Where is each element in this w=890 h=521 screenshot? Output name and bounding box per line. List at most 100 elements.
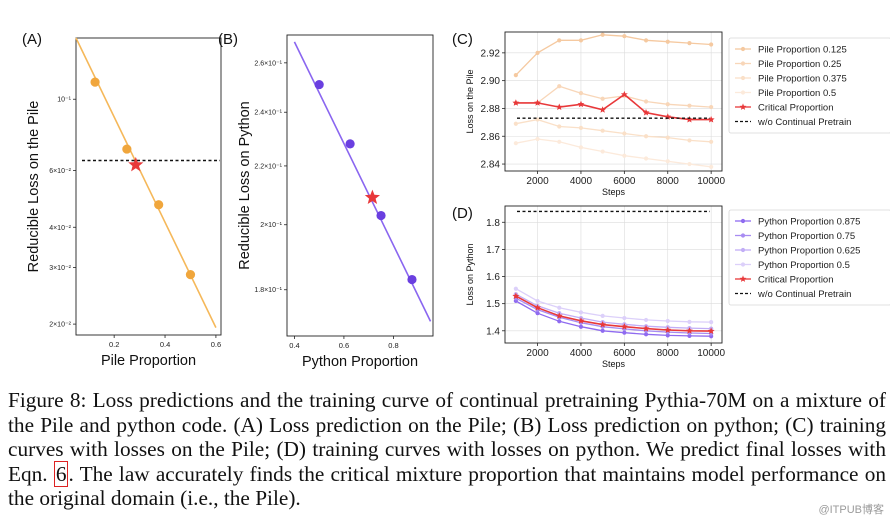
series-marker: [622, 153, 627, 158]
x-tick-label: 2000: [526, 348, 549, 359]
series-marker: [535, 311, 540, 316]
series-marker: [687, 333, 692, 339]
y-axis-label: Loss on the Pile: [465, 69, 475, 133]
series-marker: [622, 315, 627, 321]
y-tick-label: 4×10⁻²: [49, 225, 71, 232]
series-line: [515, 288, 712, 323]
critical-point-star: [364, 189, 380, 204]
panel-label: (A): [22, 31, 42, 48]
series-marker: [535, 50, 540, 55]
y-tick-label: 2.4×10⁻¹: [254, 110, 282, 117]
series-marker: [600, 328, 605, 333]
series-line: [515, 93, 712, 121]
series-marker: [643, 134, 649, 139]
series-marker: [535, 298, 540, 304]
caption-text: Figure 8: Loss predictions and the train…: [8, 388, 886, 486]
series-marker: [622, 330, 627, 335]
series-marker: [665, 333, 670, 338]
series-marker: [622, 131, 627, 136]
series-marker: [534, 99, 541, 106]
x-axis-label: Pile Proportion: [101, 353, 196, 369]
panel-label: (B): [218, 31, 238, 48]
series-marker: [643, 99, 649, 104]
panel-label: (D): [452, 205, 473, 222]
series-marker: [687, 41, 692, 46]
y-tick-label: 2.86: [481, 132, 501, 143]
figure-8: (A) 10⁻¹ 6×10⁻² 4×10⁻² 3×10⁻² 2×10⁻² 0.2 0.4 0.6…: [22, 31, 890, 370]
series-marker: [577, 100, 585, 108]
plot-frame: [286, 34, 434, 337]
series-marker: [665, 318, 670, 324]
series-line: [515, 138, 712, 168]
y-tick-label: 6×10⁻²: [49, 168, 71, 175]
series-marker: [577, 317, 585, 324]
x-tick-label: 6000: [613, 348, 636, 359]
x-tick-label: 8000: [657, 176, 680, 187]
legend-marker: [740, 247, 746, 253]
y-tick-label: 2.84: [481, 160, 501, 171]
data-point: [154, 200, 164, 210]
legend-entry: Python Proportion 0.75: [758, 231, 855, 242]
data-point: [376, 210, 386, 221]
legend-marker: [740, 75, 746, 81]
series-marker: [600, 32, 605, 37]
data-point: [407, 274, 417, 285]
series-marker: [557, 84, 562, 89]
watermark: @ITPUB博客: [818, 504, 884, 516]
legend-entry: Pile Proportion 0.125: [758, 44, 847, 55]
x-axis-label: Python Proportion: [302, 354, 418, 370]
panel-b: (B) 2.6×10⁻¹ 2.4×10⁻¹ 2.2×10⁻¹ 2×10⁻¹ 1.8×10⁻…: [218, 31, 434, 370]
series-marker: [687, 103, 692, 108]
x-tick-label: 0.2: [109, 340, 119, 349]
y-tick-label: 1.4: [486, 326, 500, 337]
panel-label: (C): [452, 31, 473, 48]
series-marker: [578, 310, 584, 315]
fit-line: [75, 37, 217, 328]
panel-c: (C) 2.84 2.86 2.88 2.90 2.92 2000 4000 6000 8000 1…: [452, 31, 890, 197]
series-marker: [600, 313, 605, 318]
series-marker: [512, 292, 520, 299]
x-tick-label: 2000: [526, 176, 549, 187]
series-marker: [687, 319, 692, 324]
series-marker: [534, 304, 541, 311]
series-marker: [642, 325, 650, 332]
series-marker: [513, 121, 518, 126]
y-tick-label: 2.92: [481, 48, 501, 59]
legend-entry: Pile Proportion 0.25: [758, 59, 841, 70]
series-marker: [555, 312, 563, 319]
series-marker: [664, 326, 672, 333]
data-point: [314, 79, 324, 90]
y-tick-label: 1.6: [486, 272, 500, 283]
equation-reference-link[interactable]: 6: [53, 460, 69, 487]
series-marker: [557, 319, 562, 324]
series-marker: [665, 102, 670, 107]
series-marker: [686, 116, 693, 123]
legend-marker: [739, 103, 747, 110]
series-marker: [557, 139, 562, 144]
legend-entry: Python Proportion 0.625: [758, 245, 860, 256]
y-tick-label: 2.90: [481, 76, 501, 87]
series-marker: [709, 139, 714, 144]
series-marker: [557, 305, 562, 310]
plot-frame: [504, 205, 723, 344]
series-marker: [578, 145, 584, 150]
legend-marker: [740, 46, 746, 52]
x-tick-label: 0.6: [339, 341, 349, 350]
y-tick-label: 1.8: [486, 218, 500, 229]
legend-entry: Critical Proportion: [758, 102, 834, 113]
x-tick-label: 0.6: [211, 340, 221, 349]
y-tick-label: 1.8×10⁻¹: [254, 287, 282, 294]
plot-frame: [504, 31, 723, 172]
series-marker: [665, 39, 670, 44]
series-marker: [535, 136, 540, 142]
series-marker: [620, 323, 628, 330]
y-tick-label: 1.5: [486, 299, 500, 310]
plot-frame: [75, 37, 222, 336]
legend-box: [728, 209, 890, 306]
series-marker: [687, 138, 692, 143]
x-tick-label: 4000: [570, 348, 593, 359]
series-marker: [709, 320, 714, 325]
series-marker: [512, 99, 520, 106]
data-point: [90, 77, 100, 87]
legend-entry: Pile Proportion 0.375: [758, 73, 847, 84]
